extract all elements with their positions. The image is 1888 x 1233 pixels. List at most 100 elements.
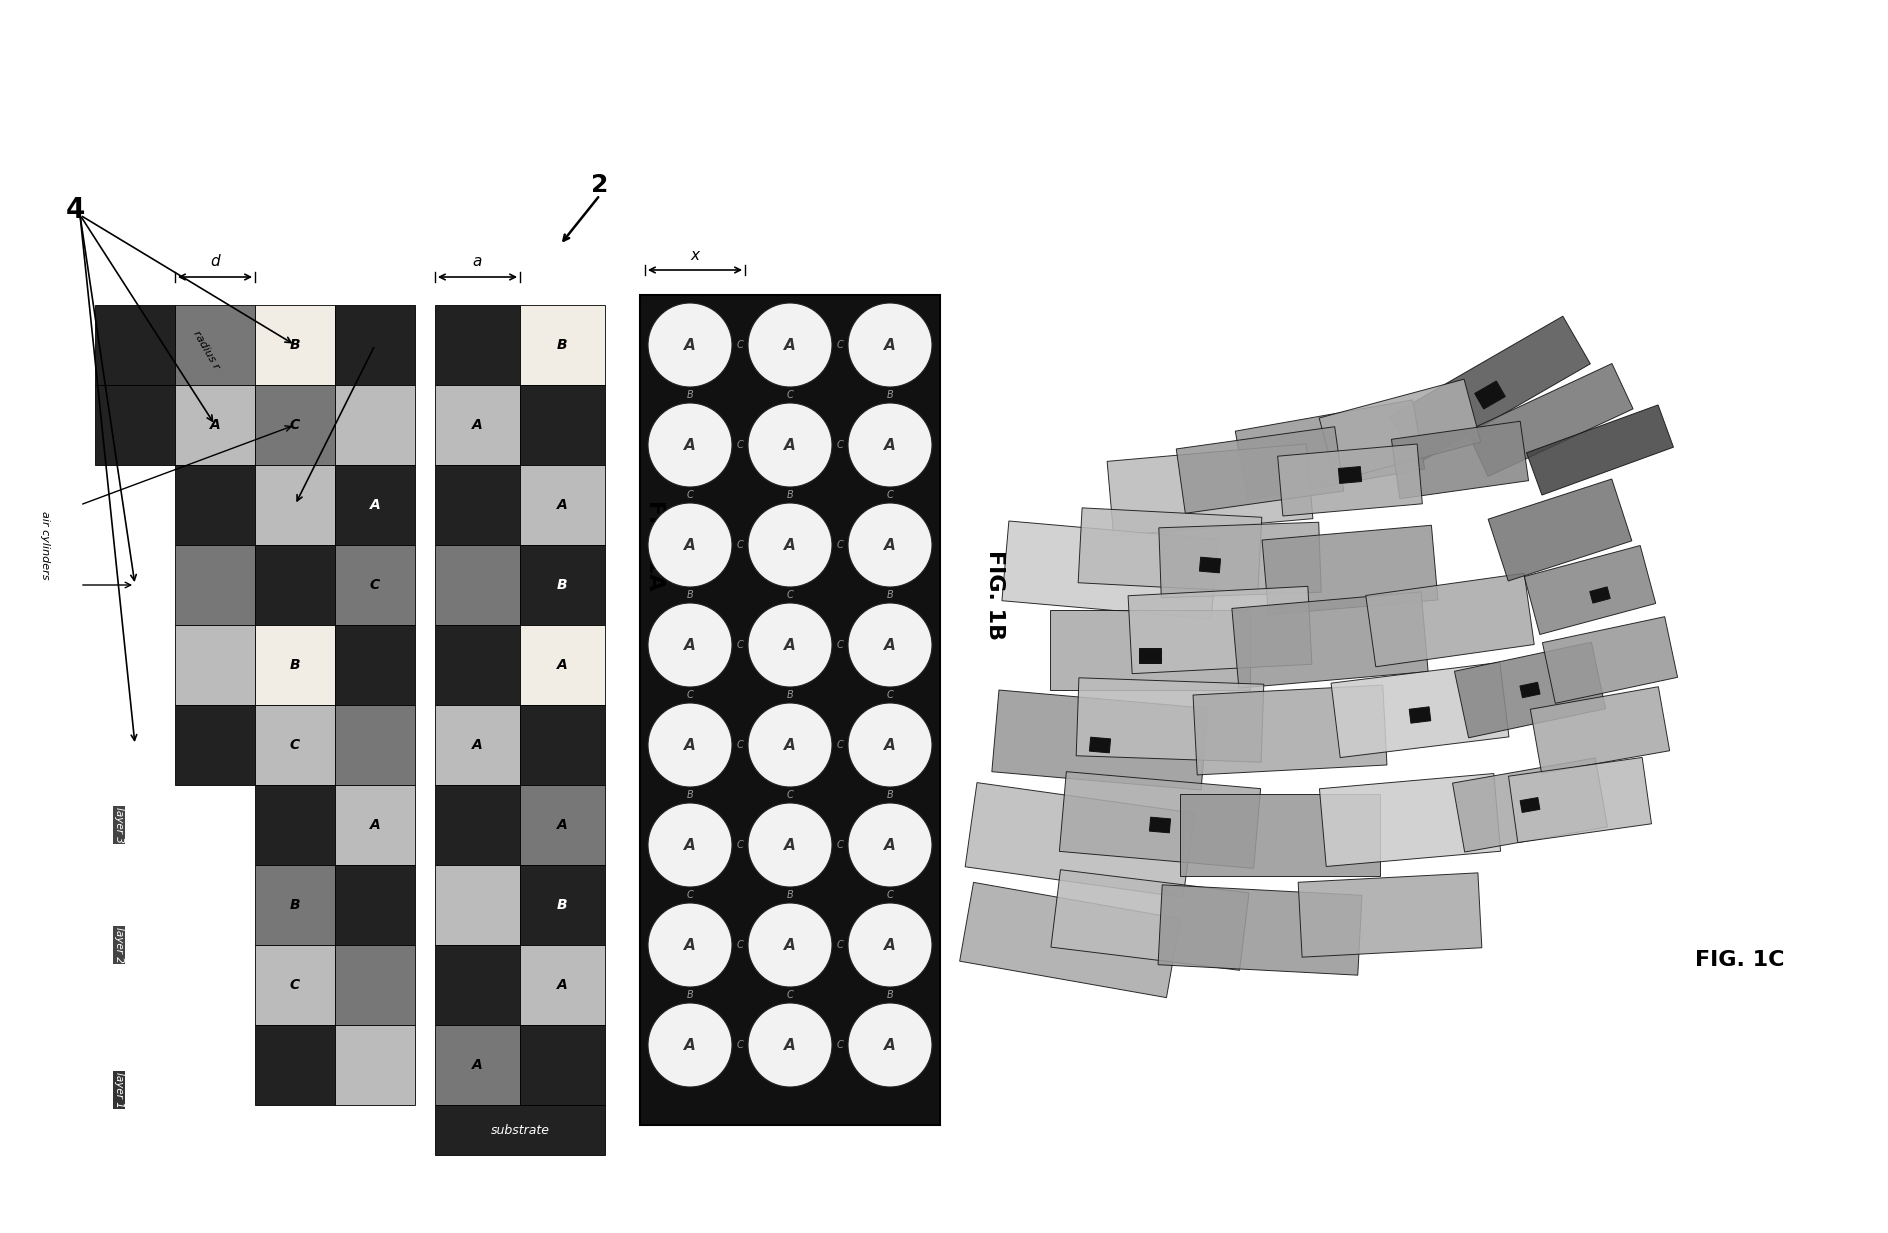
Text: A: A <box>683 637 697 652</box>
Bar <box>176 465 255 545</box>
Polygon shape <box>1531 687 1669 773</box>
Text: C: C <box>787 790 793 800</box>
Bar <box>94 385 176 465</box>
Text: A: A <box>784 637 797 652</box>
Bar <box>434 545 519 625</box>
Polygon shape <box>1052 869 1250 970</box>
Bar <box>434 1105 604 1155</box>
Circle shape <box>648 403 733 487</box>
Text: A: A <box>683 937 697 953</box>
Text: C: C <box>736 640 744 650</box>
Bar <box>255 305 334 385</box>
Polygon shape <box>1299 873 1482 957</box>
Text: B: B <box>887 990 893 1000</box>
Polygon shape <box>991 690 1208 790</box>
Text: B: B <box>887 790 893 800</box>
Polygon shape <box>1542 616 1678 703</box>
Circle shape <box>648 503 733 587</box>
Bar <box>176 385 255 465</box>
Polygon shape <box>1488 478 1631 581</box>
Text: A: A <box>210 418 221 432</box>
Bar <box>334 625 415 705</box>
Bar <box>434 944 519 1025</box>
Circle shape <box>748 403 833 487</box>
Bar <box>334 785 415 866</box>
Polygon shape <box>1390 316 1590 464</box>
Text: C: C <box>887 690 893 700</box>
Text: C: C <box>687 490 693 501</box>
Text: A: A <box>472 1058 483 1071</box>
Circle shape <box>648 1002 733 1088</box>
Bar <box>176 625 255 705</box>
Text: A: A <box>370 817 379 832</box>
Text: substrate: substrate <box>491 1123 549 1137</box>
Text: C: C <box>836 840 844 850</box>
Circle shape <box>848 703 933 787</box>
Polygon shape <box>1454 642 1605 737</box>
Polygon shape <box>1590 587 1610 603</box>
Polygon shape <box>1129 587 1312 673</box>
Polygon shape <box>1078 508 1261 592</box>
Polygon shape <box>1193 686 1388 774</box>
Text: C: C <box>836 640 844 650</box>
Polygon shape <box>1452 758 1607 852</box>
Text: C: C <box>787 390 793 399</box>
Text: C: C <box>687 890 693 900</box>
Text: B: B <box>687 790 693 800</box>
Bar <box>334 385 415 465</box>
Polygon shape <box>1261 525 1439 615</box>
Circle shape <box>648 703 733 787</box>
Circle shape <box>648 303 733 387</box>
Text: C: C <box>836 1039 844 1051</box>
Text: C: C <box>787 591 793 600</box>
Text: C: C <box>687 690 693 700</box>
Bar <box>334 944 415 1025</box>
Text: C: C <box>736 1039 744 1051</box>
Bar <box>94 305 176 385</box>
Bar <box>255 944 334 1025</box>
Text: C: C <box>291 418 300 432</box>
Bar <box>334 705 415 785</box>
Text: air cylinders: air cylinders <box>40 510 49 580</box>
Text: B: B <box>289 898 300 912</box>
Circle shape <box>748 1002 833 1088</box>
Polygon shape <box>1339 466 1361 483</box>
Text: C: C <box>787 990 793 1000</box>
Polygon shape <box>1278 444 1422 515</box>
Polygon shape <box>1365 573 1535 667</box>
Text: B: B <box>887 390 893 399</box>
Circle shape <box>748 303 833 387</box>
Bar <box>434 385 519 465</box>
Text: FIG. 1B: FIG. 1B <box>986 550 1004 640</box>
Text: A: A <box>472 739 483 752</box>
Polygon shape <box>1050 610 1250 690</box>
Polygon shape <box>1157 885 1361 975</box>
Text: A: A <box>784 538 797 552</box>
Text: C: C <box>370 578 379 592</box>
Text: C: C <box>736 440 744 450</box>
Bar <box>255 465 334 545</box>
Text: A: A <box>884 438 897 453</box>
Text: A: A <box>884 1037 897 1053</box>
Bar <box>255 625 334 705</box>
Circle shape <box>648 803 733 887</box>
Text: A: A <box>683 338 697 353</box>
Circle shape <box>848 403 933 487</box>
Polygon shape <box>1467 364 1633 476</box>
Polygon shape <box>1331 662 1509 757</box>
Bar <box>334 1025 415 1105</box>
Text: C: C <box>836 540 844 550</box>
Circle shape <box>848 603 933 687</box>
Text: C: C <box>736 940 744 949</box>
Bar <box>519 705 604 785</box>
Bar <box>434 625 519 705</box>
Polygon shape <box>1320 380 1480 481</box>
Polygon shape <box>1076 678 1263 762</box>
Circle shape <box>648 603 733 687</box>
Text: layer 2: layer 2 <box>113 927 125 963</box>
Text: C: C <box>736 840 744 850</box>
Text: A: A <box>784 438 797 453</box>
Circle shape <box>848 803 933 887</box>
Bar <box>640 295 940 1124</box>
Circle shape <box>848 903 933 986</box>
